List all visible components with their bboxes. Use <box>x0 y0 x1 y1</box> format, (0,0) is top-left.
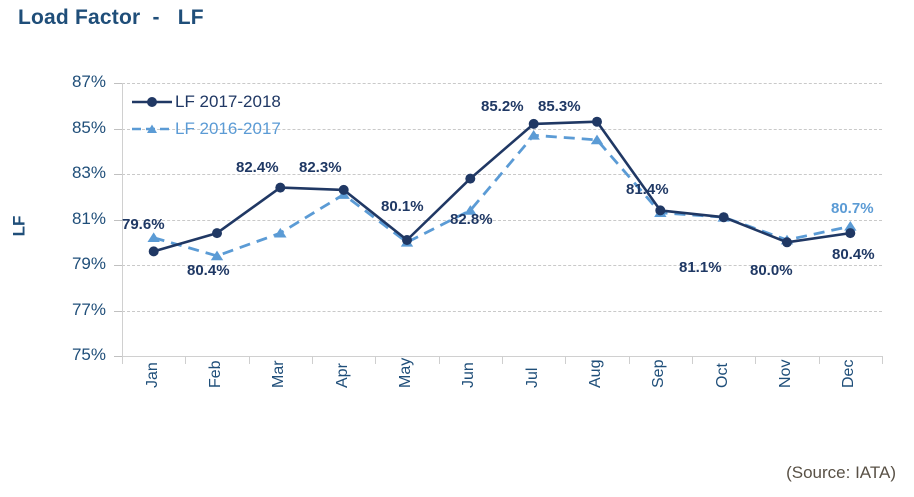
data-point-label: 80.7% <box>831 200 874 217</box>
x-axis-tick <box>628 356 630 364</box>
data-point-label: 85.3% <box>538 98 581 115</box>
x-axis-tick <box>312 356 313 364</box>
data-point-marker <box>718 212 729 223</box>
x-axis-tick <box>692 356 693 364</box>
data-point-marker <box>275 182 286 193</box>
data-point-marker <box>464 205 477 215</box>
data-point-marker <box>210 250 224 261</box>
legend-item-series2[interactable]: LF 2016-2017 <box>131 115 281 142</box>
data-point-marker <box>590 134 604 145</box>
page-title: Load Factor - LF <box>18 6 204 29</box>
legend-marker-triangle-icon <box>131 121 173 137</box>
x-axis-tick <box>755 356 757 364</box>
data-point-label: 80.4% <box>832 246 875 263</box>
data-point-marker <box>465 173 476 184</box>
gridline <box>122 219 882 221</box>
data-point-marker <box>782 237 792 248</box>
x-axis-tick <box>122 356 123 364</box>
data-point-marker <box>338 184 349 195</box>
y-axis-tick <box>114 356 122 357</box>
y-axis-tick-label: 79% <box>71 254 106 273</box>
data-point-marker <box>527 130 540 140</box>
data-point-label: 81.4% <box>626 181 669 198</box>
data-point-marker <box>402 235 412 245</box>
y-axis-tick-label: 77% <box>71 299 106 319</box>
legend-label-series1: LF 2017-2018 <box>175 91 281 111</box>
data-point-marker <box>212 228 222 239</box>
y-axis-tick <box>114 219 122 221</box>
data-point-label: 80.0% <box>750 262 793 279</box>
data-point-label: 82.8% <box>450 211 493 228</box>
series-group-1 <box>148 116 856 257</box>
y-axis-tick-label: 75% <box>71 345 106 364</box>
data-point-marker <box>148 246 159 257</box>
x-axis-tick <box>882 356 883 364</box>
data-point-label: 79.6% <box>122 216 165 233</box>
gridline <box>122 310 882 312</box>
gridline <box>122 265 882 266</box>
legend-marker-circle-icon <box>131 94 173 110</box>
data-point-marker <box>844 221 857 231</box>
x-axis-tick <box>375 356 377 364</box>
x-axis-tick <box>565 356 567 364</box>
legend-label-series2: LF 2016-2017 <box>175 118 281 138</box>
x-axis-tick <box>818 356 820 364</box>
y-axis-tick <box>114 265 122 266</box>
data-point-label: 82.4% <box>236 159 279 176</box>
data-point-marker <box>528 118 539 129</box>
x-axis-tick <box>248 356 250 364</box>
source-note: (Source: IATA) <box>786 463 896 482</box>
series-line-2 <box>153 133 851 258</box>
y-axis-tick-label: 87% <box>71 72 106 91</box>
y-axis-tick <box>114 310 122 312</box>
data-point-label: 82.3% <box>299 159 342 176</box>
data-point-marker <box>845 228 856 239</box>
data-point-marker <box>655 205 666 216</box>
x-axis-tick <box>502 356 503 364</box>
data-point-marker <box>592 116 602 127</box>
y-axis-tick-label: 81% <box>71 208 106 228</box>
series-line-1 <box>153 120 851 253</box>
data-point-label: 85.2% <box>481 98 524 115</box>
y-axis-tick <box>114 128 122 130</box>
x-axis-tick <box>185 356 187 364</box>
data-point-label: 81.1% <box>679 259 722 276</box>
data-point-marker <box>147 232 160 243</box>
x-axis-tick <box>438 356 440 364</box>
data-point-label: 80.4% <box>187 262 230 279</box>
legend-item-series1[interactable]: LF 2017-2018 <box>131 88 281 115</box>
data-point-label: 80.1% <box>381 198 424 215</box>
gridline <box>122 128 882 130</box>
y-axis-line <box>122 83 123 357</box>
data-point-marker <box>274 227 287 238</box>
y-axis-tick-label: 85% <box>71 117 106 137</box>
y-axis-tick <box>114 83 122 84</box>
y-axis-tick <box>114 174 122 175</box>
chart-legend: LF 2017-2018 LF 2016-2017 <box>131 88 281 142</box>
gridline <box>122 83 882 84</box>
y-axis-tick-label: 83% <box>71 163 106 182</box>
